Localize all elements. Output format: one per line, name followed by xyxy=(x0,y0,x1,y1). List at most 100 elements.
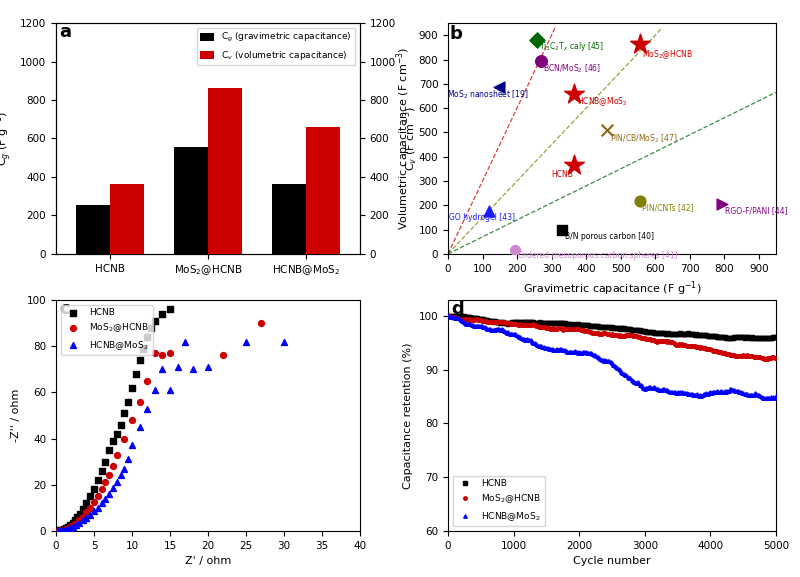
Bar xyxy=(174,147,208,254)
MoS$_2$@HCNB xyxy=(58,524,71,534)
HCNB xyxy=(666,331,676,338)
Text: MoS$_2$ nanosheet [19]: MoS$_2$ nanosheet [19] xyxy=(447,89,529,101)
HCNB xyxy=(62,522,74,531)
Point xyxy=(530,35,543,44)
HCNB@MoS$_2$ xyxy=(114,471,127,480)
X-axis label: Gravimetric capacitance (F g$^{-1}$): Gravimetric capacitance (F g$^{-1}$) xyxy=(522,279,702,298)
MoS$_2$@HCNB xyxy=(73,516,86,525)
MoS$_2$@HCNB xyxy=(103,471,116,480)
Bar xyxy=(272,183,306,254)
Text: a: a xyxy=(59,23,71,41)
HCNB@MoS$_2$ xyxy=(665,388,674,395)
HCNB xyxy=(573,321,582,328)
Y-axis label: C$_g$ (F g$^{-1}$): C$_g$ (F g$^{-1}$) xyxy=(0,111,14,166)
MoS$_2$@HCNB xyxy=(642,335,651,342)
HCNB@MoS$_2$ xyxy=(95,499,108,508)
HCNB@MoS$_2$ xyxy=(80,514,93,523)
HCNB@MoS$_2$ xyxy=(141,404,154,413)
HCNB xyxy=(763,335,773,342)
Text: BCN/MoS$_2$ [46]: BCN/MoS$_2$ [46] xyxy=(543,63,602,75)
MoS$_2$@HCNB xyxy=(110,450,123,459)
HCNB@MoS$_2$ xyxy=(70,520,82,530)
MoS$_2$@HCNB xyxy=(156,351,169,360)
HCNB@MoS$_2$ xyxy=(54,526,67,535)
HCNB@MoS$_2$ xyxy=(593,354,602,361)
Bar xyxy=(208,88,242,254)
Text: Ti$_3$C$_2$T$_x$ caly [45]: Ti$_3$C$_2$T$_x$ caly [45] xyxy=(539,40,604,53)
MoS$_2$@HCNB xyxy=(80,508,93,517)
MoS$_2$@HCNB xyxy=(665,339,674,346)
MoS$_2$@HCNB xyxy=(91,492,104,501)
MoS$_2$@HCNB xyxy=(771,354,781,361)
HCNB@MoS$_2$ xyxy=(240,337,253,346)
HCNB@MoS$_2$ xyxy=(76,516,89,525)
Text: B/N porous carbon [40]: B/N porous carbon [40] xyxy=(565,231,654,241)
HCNB@MoS$_2$ xyxy=(103,489,116,499)
MoS$_2$@HCNB xyxy=(255,319,268,328)
HCNB xyxy=(95,466,108,475)
MoS$_2$@HCNB xyxy=(63,523,76,532)
Point xyxy=(493,82,506,91)
Text: Ordered mesoporous carbon spheres [41]: Ordered mesoporous carbon spheres [41] xyxy=(518,252,678,260)
HCNB@MoS$_2$ xyxy=(61,524,74,534)
Bar xyxy=(76,205,110,254)
MoS$_2$@HCNB xyxy=(141,376,154,385)
HCNB@MoS$_2$ xyxy=(52,526,65,535)
MoS$_2$@HCNB xyxy=(57,525,70,534)
MoS$_2$@HCNB xyxy=(593,330,602,337)
HCNB xyxy=(84,492,97,501)
Point xyxy=(634,40,646,49)
HCNB xyxy=(122,397,134,406)
HCNB@MoS$_2$ xyxy=(122,455,134,464)
Text: PIN/CB/MoS$_2$ [47]: PIN/CB/MoS$_2$ [47] xyxy=(610,132,677,145)
Text: HCNB@MoS$_2$: HCNB@MoS$_2$ xyxy=(577,95,627,108)
Legend: HCNB, MoS$_2$@HCNB, HCNB@MoS$_2$: HCNB, MoS$_2$@HCNB, HCNB@MoS$_2$ xyxy=(61,305,153,355)
HCNB xyxy=(52,526,65,535)
MoS$_2$@HCNB xyxy=(443,313,453,320)
HCNB xyxy=(134,355,146,365)
MoS$_2$@HCNB xyxy=(217,351,230,360)
HCNB xyxy=(71,512,84,522)
HCNB xyxy=(59,523,72,533)
MoS$_2$@HCNB xyxy=(118,434,131,443)
HCNB xyxy=(141,332,154,342)
MoS$_2$@HCNB xyxy=(126,415,138,425)
HCNB xyxy=(55,525,68,534)
MoS$_2$@HCNB xyxy=(88,497,101,507)
HCNB@MoS$_2$ xyxy=(638,383,647,389)
Point xyxy=(601,126,614,135)
X-axis label: Cycle number: Cycle number xyxy=(573,556,651,566)
HCNB xyxy=(164,305,177,314)
HCNB xyxy=(638,328,648,335)
HCNB@MoS$_2$ xyxy=(690,391,699,398)
HCNB@MoS$_2$ xyxy=(134,422,146,432)
MoS$_2$@HCNB xyxy=(84,503,97,512)
MoS$_2$@HCNB xyxy=(638,334,647,341)
Point xyxy=(716,200,729,209)
MoS$_2$@HCNB xyxy=(54,526,67,535)
MoS$_2$@HCNB xyxy=(164,349,177,358)
MoS$_2$@HCNB xyxy=(134,397,146,406)
Bar xyxy=(306,127,340,254)
HCNB@MoS$_2$ xyxy=(186,365,199,374)
HCNB xyxy=(54,526,66,535)
MoS$_2$@HCNB xyxy=(99,478,112,487)
MoS$_2$@HCNB xyxy=(76,512,89,522)
Point xyxy=(568,160,581,170)
HCNB xyxy=(149,316,162,325)
HCNB xyxy=(106,436,119,445)
MoS$_2$@HCNB xyxy=(61,524,74,533)
X-axis label: Z' / ohm: Z' / ohm xyxy=(185,556,231,566)
HCNB xyxy=(691,331,701,338)
Text: HCNB: HCNB xyxy=(551,170,574,179)
MoS$_2$@HCNB xyxy=(69,519,82,529)
HCNB@MoS$_2$ xyxy=(57,526,70,535)
Point xyxy=(483,207,496,216)
HCNB@MoS$_2$ xyxy=(106,484,119,493)
HCNB xyxy=(69,516,82,525)
HCNB@MoS$_2$ xyxy=(761,395,770,402)
HCNB@MoS$_2$ xyxy=(771,393,781,400)
HCNB@MoS$_2$ xyxy=(66,522,79,531)
HCNB xyxy=(594,323,604,330)
HCNB@MoS$_2$ xyxy=(99,494,112,503)
